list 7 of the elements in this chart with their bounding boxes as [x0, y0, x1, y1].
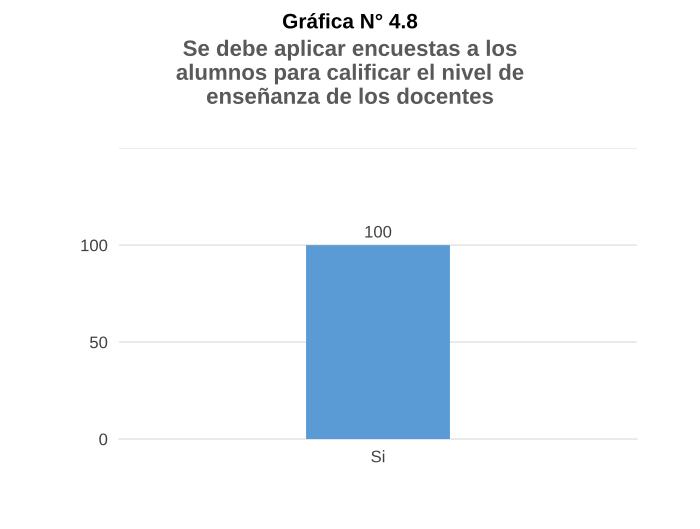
- chart-title: Se debe aplicar encuestas a los alumnos para calificar el nivel de enseñanza de los docentes: [176, 40, 524, 104]
- text: Gráfica N° 4.8: [283, 13, 418, 29]
- y-tick-label: 100: [81, 240, 108, 252]
- y-tick-label: 50: [90, 336, 108, 348]
- x-tick-label: Si: [371, 450, 384, 462]
- y-tick-label: 0: [99, 433, 108, 446]
- data-label: 100: [365, 226, 392, 238]
